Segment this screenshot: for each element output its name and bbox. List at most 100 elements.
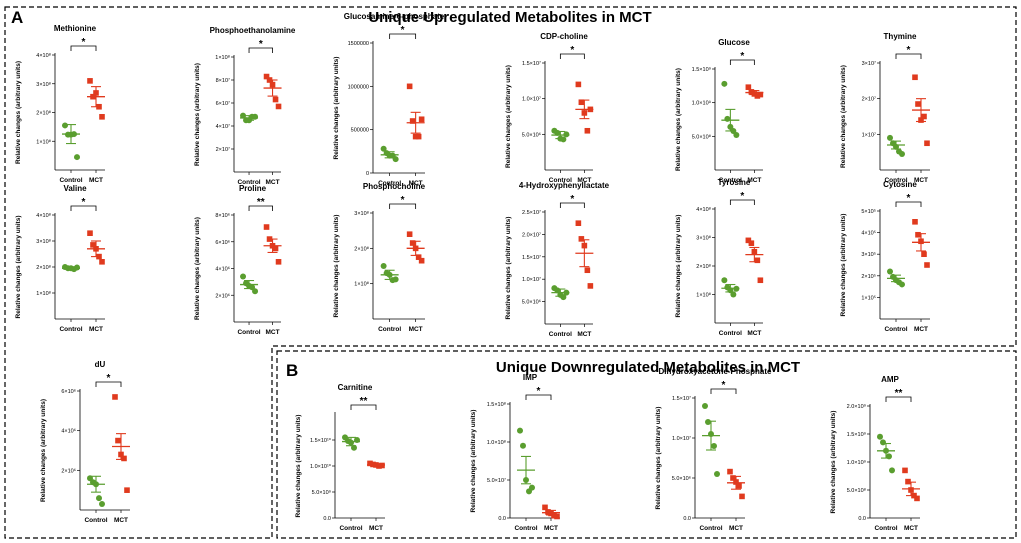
- data-point: [887, 134, 893, 141]
- data-point: [529, 484, 535, 491]
- plot-9: 4-Hydroxyphenyllactate Relative changes (…: [505, 181, 610, 338]
- y-tick-label: 4×10⁸: [36, 212, 51, 219]
- y-axis-label: Relative changes (arbitrary units): [194, 217, 201, 320]
- data-point: [263, 224, 270, 230]
- y-tick-label: 5.0×10⁶: [672, 475, 691, 482]
- data-point: [748, 240, 755, 246]
- x-category-label: Control: [59, 177, 82, 184]
- data-point: [418, 257, 425, 264]
- plot-16: AMP Relative changes (arbitrary units) 0.0…: [830, 375, 920, 532]
- significance-marker: *: [722, 380, 726, 391]
- y-tick-label: 4×10⁸: [696, 206, 711, 213]
- significance-bracket: [389, 33, 417, 39]
- data-point: [406, 231, 413, 237]
- data-point: [412, 133, 419, 140]
- y-tick-label: 1.5×10⁹: [692, 66, 711, 73]
- x-category-label: MCT: [914, 326, 928, 333]
- data-point: [542, 504, 548, 511]
- y-tick-label: 3×10⁵: [861, 251, 876, 258]
- plot-4: Glucose Relative changes (arbitrary units…: [675, 38, 764, 184]
- plot-14: IMP Relative changes (arbitrary units) 0.0…: [470, 373, 560, 532]
- plot-12: dU Relative changes (arbitrary units) 2×10…: [40, 360, 130, 524]
- data-point: [578, 236, 585, 242]
- series-control: [240, 112, 259, 124]
- y-axis-label: Relative changes (arbitrary units): [675, 215, 682, 318]
- y-axis-label: Relative changes (arbitrary units): [840, 214, 847, 317]
- plot-title: Thymine: [884, 32, 917, 41]
- series-control: [240, 273, 259, 295]
- plot-13: Carnitine Relative changes (arbitrary uni…: [295, 383, 385, 532]
- significance-bracket: [895, 201, 922, 207]
- data-point: [745, 237, 752, 244]
- y-tick-label: 1.0×10⁹: [692, 100, 711, 107]
- significance-bracket: [350, 404, 377, 410]
- y-tick-label: 1.0×10⁷: [522, 96, 541, 103]
- data-point: [915, 231, 921, 238]
- series-mct: [745, 84, 764, 99]
- y-tick-label: 2.0×10⁷: [522, 231, 541, 238]
- series-control: [380, 145, 399, 163]
- data-point: [351, 444, 357, 451]
- y-tick-label: 1.0×10⁹: [847, 459, 866, 466]
- x-category-label: Control: [59, 326, 82, 333]
- data-point: [275, 103, 282, 110]
- data-point: [367, 460, 373, 467]
- data-point: [272, 96, 279, 103]
- y-axis-label: Relative changes (arbitrary units): [505, 217, 512, 320]
- series-control: [87, 475, 105, 508]
- x-category-label: MCT: [89, 177, 103, 184]
- data-point: [575, 220, 582, 226]
- plot-2: Glucosamine-6-phosphate Relative changes …: [333, 12, 445, 187]
- plot-3: CDP-choline Relative changes (arbitrary u…: [505, 32, 594, 184]
- y-tick-label: 3×10⁷: [862, 60, 876, 67]
- x-category-label: Control: [378, 180, 401, 187]
- y-tick-label: 6×10⁶: [61, 388, 76, 395]
- x-category-label: Control: [339, 525, 362, 532]
- y-tick-label: 0.0: [323, 516, 331, 522]
- y-tick-label: 1×10⁸: [215, 54, 230, 61]
- plot-title: dU: [95, 360, 106, 369]
- data-point: [914, 495, 920, 502]
- data-point: [736, 483, 742, 489]
- significance-bracket: [248, 47, 273, 53]
- y-tick-label: 5.0×10⁸: [692, 133, 711, 140]
- series-mct: [112, 394, 130, 493]
- series-mct: [542, 504, 560, 520]
- y-tick-label: 0.0: [858, 516, 866, 522]
- series-control: [702, 403, 720, 477]
- plot-title: Dihydroxyacetone-Phosphate: [659, 367, 772, 376]
- x-category-label: Control: [237, 179, 260, 186]
- y-tick-label: 1000000: [348, 84, 369, 90]
- significance-marker: *: [401, 25, 405, 36]
- data-point: [921, 113, 927, 120]
- significance-bracket: [729, 59, 755, 65]
- data-point: [517, 427, 523, 434]
- data-point: [418, 116, 425, 123]
- data-point: [889, 467, 895, 474]
- plot-title: Valine: [63, 184, 87, 193]
- y-axis-label: Relative changes (arbitrary units): [333, 57, 340, 160]
- y-tick-label: 2×10⁸: [354, 245, 369, 252]
- significance-marker: *: [259, 39, 263, 50]
- x-category-label: Control: [84, 517, 107, 524]
- y-tick-label: 4×10⁶: [61, 428, 76, 435]
- x-category-label: Control: [884, 177, 907, 184]
- data-point: [721, 80, 728, 87]
- data-point: [74, 154, 80, 161]
- plot-title: 4-Hydroxyphenyllactate: [519, 181, 610, 190]
- data-point: [380, 263, 387, 269]
- y-tick-label: 5.0×10⁸: [847, 487, 866, 494]
- data-point: [721, 277, 728, 284]
- data-point: [112, 394, 118, 400]
- plot-8: Phosphocholine Relative changes (arbitrar…: [333, 182, 426, 333]
- data-point: [905, 478, 911, 485]
- y-tick-label: 1×10⁸: [36, 138, 51, 145]
- y-tick-label: 2.0×10⁹: [847, 403, 866, 410]
- plot-title: Carnitine: [338, 383, 373, 392]
- section-a-frame: A Unique Upregulated Metabolites in MCT: [4, 6, 1017, 539]
- data-point: [87, 78, 93, 84]
- data-point: [757, 91, 764, 98]
- data-point: [748, 89, 755, 95]
- significance-bracket: [729, 199, 755, 205]
- y-tick-label: 0: [366, 171, 369, 177]
